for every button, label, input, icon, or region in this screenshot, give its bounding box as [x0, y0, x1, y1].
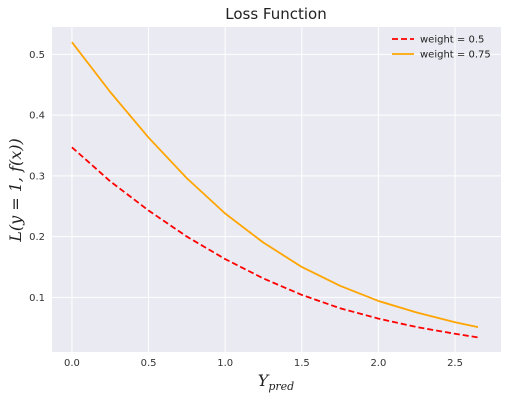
x-tick-label: 0.0 — [64, 358, 80, 369]
x-axis-label-sub: pred — [268, 380, 294, 393]
x-tick-label: 1.5 — [294, 358, 310, 369]
legend-label: weight = 0.75 — [420, 50, 491, 61]
grid — [52, 27, 501, 352]
y-tick-label: 0.5 — [29, 50, 45, 61]
x-tick-label: 2.0 — [370, 358, 386, 369]
legend-label: weight = 0.5 — [420, 35, 484, 46]
chart-title: Loss Function — [225, 5, 326, 23]
x-tick-label: 0.5 — [141, 358, 157, 369]
series-line-1 — [71, 146, 479, 339]
series-layer — [71, 41, 479, 339]
x-tick-labels: 0.0 0.5 1.0 1.5 2.0 2.5 — [64, 358, 463, 369]
y-tick-label: 0.3 — [29, 171, 45, 182]
x-axis-label: Ypred — [258, 371, 294, 393]
y-tick-label: 0.2 — [29, 232, 45, 243]
y-tick-label: 0.4 — [29, 111, 45, 122]
series-line-2 — [71, 41, 479, 328]
x-tick-label: 1.0 — [217, 358, 233, 369]
x-tick-label: 2.5 — [447, 358, 463, 369]
y-axis-label: L(y = 1, f(x)) — [6, 138, 25, 243]
legend: weight = 0.5 weight = 0.75 — [392, 35, 491, 61]
y-tick-labels: 0.1 0.2 0.3 0.4 0.5 — [29, 50, 45, 304]
y-tick-label: 0.1 — [29, 293, 45, 304]
x-axis-label-base: Y — [258, 371, 270, 390]
plot-area — [52, 27, 501, 352]
